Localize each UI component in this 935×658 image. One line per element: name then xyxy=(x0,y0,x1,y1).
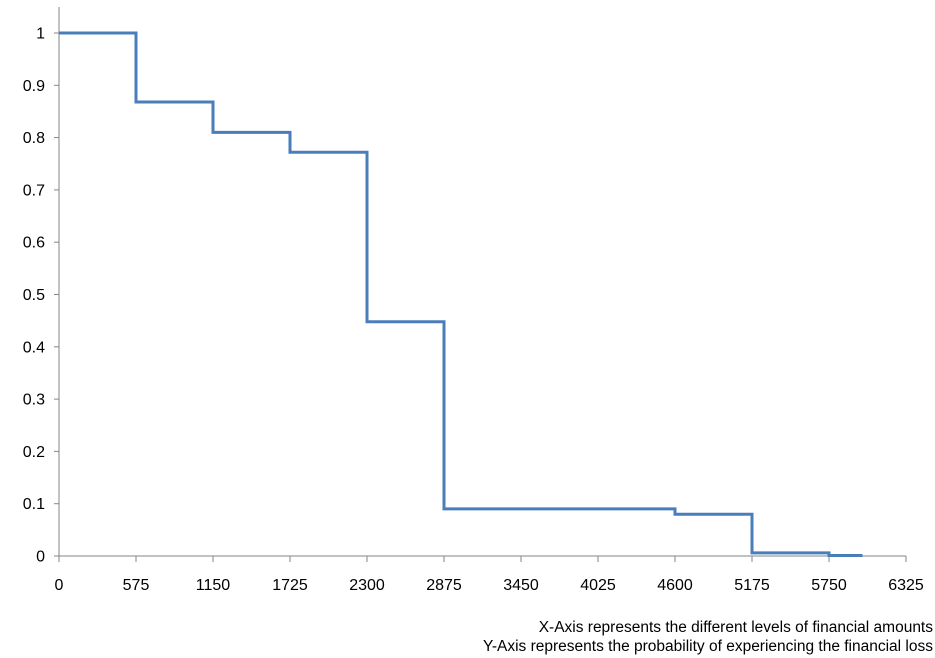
x-tick-label: 2300 xyxy=(349,577,385,594)
y-tick-label: 0.8 xyxy=(23,130,45,147)
x-tick-label: 5175 xyxy=(734,577,770,594)
y-tick-label: 0.2 xyxy=(23,444,45,461)
y-tick-label: 0.5 xyxy=(23,287,45,304)
y-tick-label: 0.9 xyxy=(23,78,45,95)
x-tick-label: 1725 xyxy=(272,577,308,594)
y-axis-ticks xyxy=(54,32,59,557)
y-tick-label: 0.4 xyxy=(23,339,45,356)
x-tick-label: 4600 xyxy=(657,577,693,594)
x-tick-label: 5750 xyxy=(811,577,847,594)
x-tick-label: 575 xyxy=(123,577,150,594)
y-tick-label: 0.1 xyxy=(23,496,45,513)
x-tick-label: 3450 xyxy=(503,577,539,594)
y-tick-labels: 0 0.1 0.2 0.3 0.4 0.5 0.6 0.7 0.8 0.9 1 xyxy=(23,26,45,566)
y-axis-caption: Y-Axis represents the probability of exp… xyxy=(482,638,933,655)
y-tick-label: 0.6 xyxy=(23,235,45,252)
x-tick-label: 2875 xyxy=(426,577,462,594)
x-tick-label: 0 xyxy=(55,577,64,594)
y-tick-label: 0.3 xyxy=(23,392,45,409)
x-tick-label: 6325 xyxy=(888,577,924,594)
y-tick-label: 0.7 xyxy=(23,182,45,199)
x-axis-caption: X-Axis represents the different levels o… xyxy=(538,619,933,636)
x-tick-labels: 0 575 1150 1725 2300 2875 3450 4025 4600 5175 5750… xyxy=(55,577,924,594)
y-tick-label: 0 xyxy=(36,549,45,566)
x-tick-label: 4025 xyxy=(580,577,616,594)
series-group xyxy=(59,31,863,557)
x-tick-label: 1150 xyxy=(196,577,231,594)
x-axis-ticks xyxy=(58,556,907,562)
y-tick-label: 1 xyxy=(36,26,45,43)
series-line xyxy=(59,31,863,557)
